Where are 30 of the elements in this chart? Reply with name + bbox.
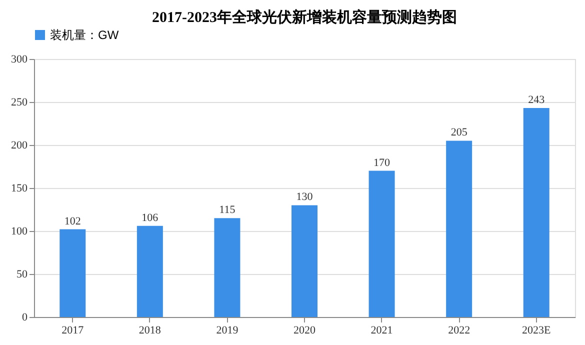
x-tick-label: 2017 [62,324,84,336]
legend-label: 装机量：GW [50,28,120,42]
y-tick-label: 0 [22,312,28,324]
bar [60,229,86,317]
y-tick-label: 50 [16,268,28,280]
bar [214,218,240,317]
x-tick-label: 2018 [138,324,162,336]
y-tick-label: 250 [11,96,28,108]
x-tick-label: 2023E [522,324,551,336]
data-label: 102 [64,215,81,228]
data-label: 205 [450,126,468,139]
bar [136,226,163,317]
data-label: 170 [374,156,391,169]
x-tick-label: 2020 [294,324,316,336]
data-label: 106 [142,212,159,224]
y-tick-label: 100 [11,226,28,238]
bar [368,170,395,317]
x-tick-label: 2022 [448,324,470,336]
data-label: 130 [296,191,314,204]
y-tick-label: 150 [11,182,28,194]
bar [292,205,318,317]
y-tick-label: 200 [11,140,28,152]
data-label: 243 [528,94,546,106]
y-tick-label: 300 [11,54,28,66]
x-tick-label: 2021 [370,324,393,336]
x-tick-label: 2019 [216,324,239,336]
data-label: 115 [219,204,236,216]
bar [446,140,472,317]
chart-title: 2017-2023年全球光伏新增装机容量预测趋势图 [152,8,457,26]
bar [523,108,550,317]
